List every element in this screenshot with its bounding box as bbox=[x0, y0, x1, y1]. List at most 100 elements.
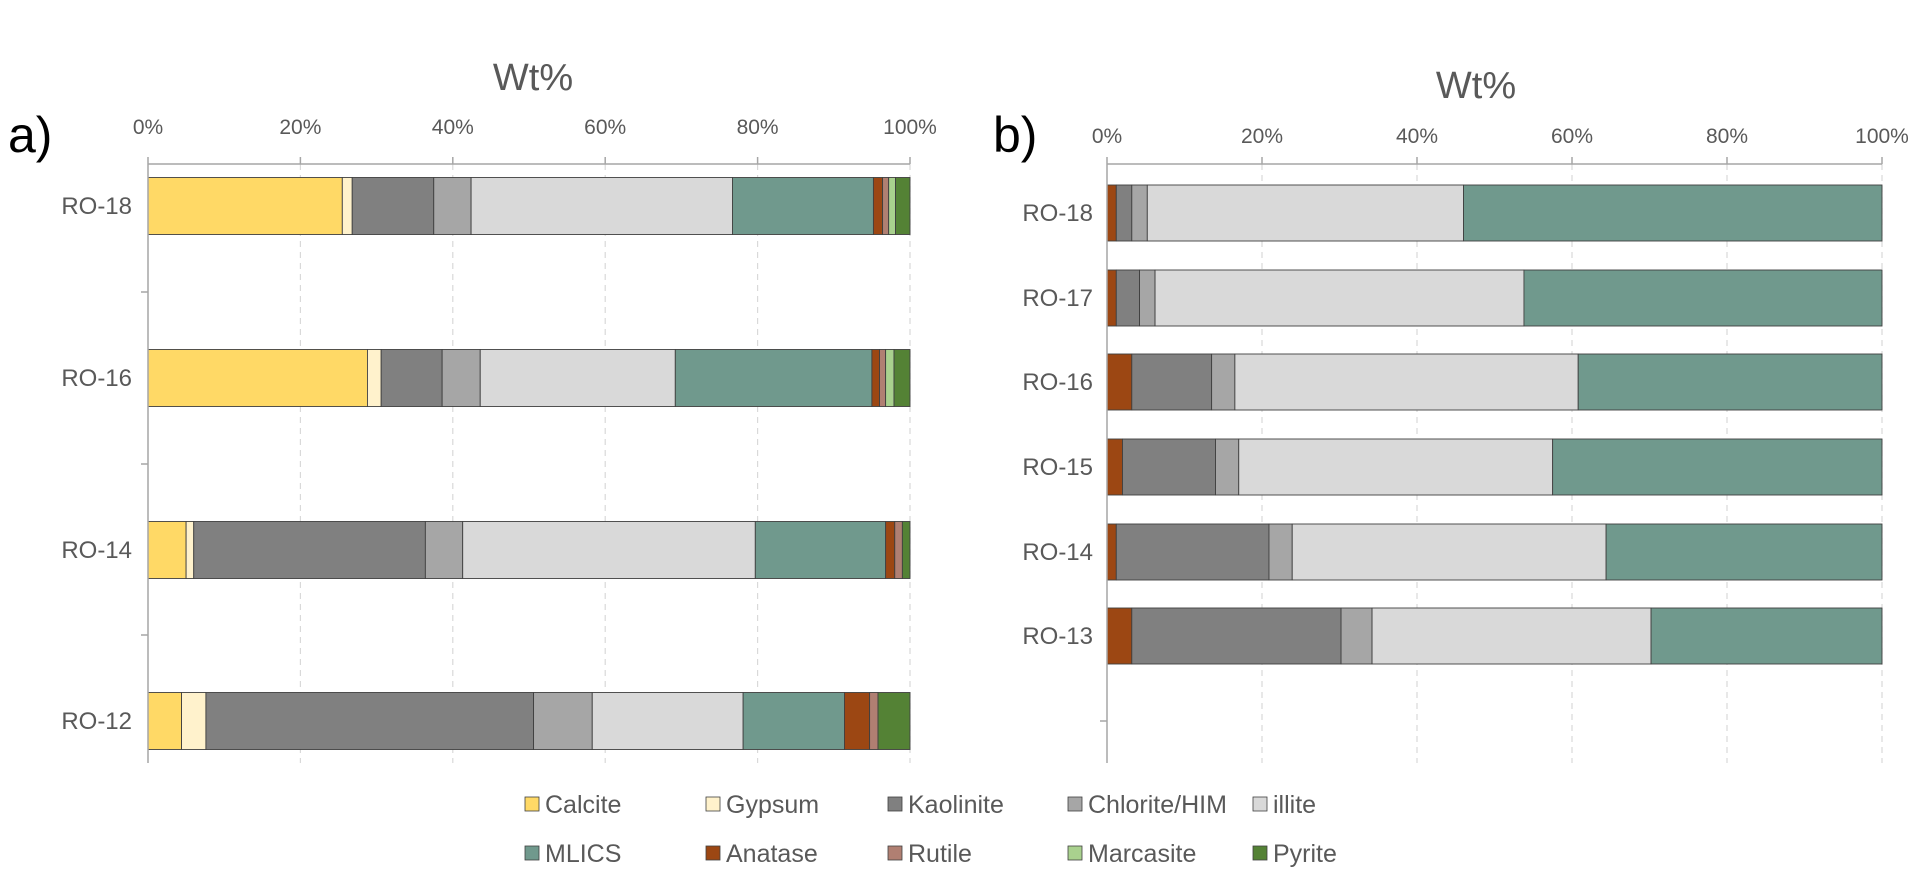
bar-segment-mlics bbox=[1463, 184, 1883, 242]
legend-label-illite: illite bbox=[1273, 791, 1316, 819]
bar-segment-mlics bbox=[1577, 353, 1883, 411]
bar-segment-chlorite-him bbox=[1131, 184, 1148, 242]
legend-label-gypsum: Gypsum bbox=[726, 791, 819, 819]
legend-swatch-rutile bbox=[887, 845, 903, 861]
bar-segment-illite bbox=[1234, 353, 1579, 411]
category-label: RO-12 bbox=[61, 708, 132, 735]
x-tick-label: 100% bbox=[1855, 125, 1908, 148]
bar-segment-marcasite bbox=[888, 177, 896, 235]
bar-segment-illite bbox=[1238, 438, 1554, 496]
bar-segment-rutile bbox=[894, 521, 903, 579]
legend-swatch-chlorite-him bbox=[1067, 796, 1083, 812]
legend-swatch-illite bbox=[1252, 796, 1268, 812]
bar-segment-rutile bbox=[869, 692, 879, 750]
bar-segment-illite bbox=[479, 349, 676, 407]
legend-swatch-mlics bbox=[524, 845, 540, 861]
bar-segment-pyrite bbox=[901, 521, 911, 579]
bar-segment-chlorite-him bbox=[1139, 269, 1156, 327]
legend-label-kaolinite: Kaolinite bbox=[908, 791, 1004, 819]
bar-segment-anatase bbox=[1106, 438, 1123, 496]
bar-segment-rutile bbox=[879, 349, 887, 407]
bar-segment-chlorite-him bbox=[424, 521, 464, 579]
bar-segment-mlics bbox=[1523, 269, 1883, 327]
legend-label-marcasite: Marcasite bbox=[1088, 840, 1196, 868]
category-label: RO-16 bbox=[61, 365, 132, 392]
bar-segment-chlorite-him bbox=[1215, 438, 1240, 496]
category-label: RO-15 bbox=[1022, 454, 1093, 481]
bar-segment-anatase bbox=[1106, 269, 1117, 327]
bar-segment-gypsum bbox=[367, 349, 382, 407]
bar-segment-marcasite bbox=[885, 349, 895, 407]
bar-segment-chlorite-him bbox=[1340, 607, 1373, 665]
bar-segment-mlics bbox=[732, 177, 874, 235]
bar-segment-pyrite bbox=[893, 349, 911, 407]
panel-b-label: b) bbox=[993, 107, 1037, 163]
bar-segment-mlics bbox=[754, 521, 887, 579]
x-tick-label: 80% bbox=[1706, 125, 1748, 148]
panel-a-label: a) bbox=[8, 107, 52, 163]
bar-segment-illite bbox=[1146, 184, 1464, 242]
x-tick-label: 0% bbox=[133, 116, 163, 139]
panel-b-chart: b) Wt% 0% 20% 40% 60% 80% 100% RO-18 RO-17 RO-16… bbox=[993, 65, 1908, 763]
x-tick-label: 80% bbox=[737, 116, 779, 139]
bar-segment-gypsum bbox=[341, 177, 353, 235]
bar-segment-rutile bbox=[882, 177, 890, 235]
legend-label-pyrite: Pyrite bbox=[1273, 840, 1337, 868]
legend-swatch-gypsum bbox=[705, 796, 721, 812]
bar-segment-chlorite-him bbox=[533, 692, 593, 750]
x-tick-label: 40% bbox=[1396, 125, 1438, 148]
category-label: RO-18 bbox=[1022, 200, 1093, 227]
bar-segment-mlics bbox=[1605, 523, 1883, 581]
category-label: RO-17 bbox=[1022, 285, 1093, 312]
bar-segment-anatase bbox=[885, 521, 896, 579]
panel-a-title: Wt% bbox=[493, 57, 573, 99]
bar-segment-chlorite-him bbox=[1268, 523, 1293, 581]
bar-segment-kaolinite bbox=[205, 692, 535, 750]
bar-segment-anatase bbox=[1106, 523, 1117, 581]
bar-segment-mlics bbox=[1552, 438, 1883, 496]
legend-label-chlorite-him: Chlorite/HIM bbox=[1088, 791, 1227, 819]
bar-segment-illite bbox=[1371, 607, 1652, 665]
bar-segment-kaolinite bbox=[193, 521, 426, 579]
category-label: RO-16 bbox=[1022, 369, 1093, 396]
legend-label-mlics: MLICS bbox=[545, 840, 621, 868]
legend: Calcite Gypsum Kaolinite Chlorite/HIM illite… bbox=[524, 791, 1337, 868]
bar-segment-calcite bbox=[147, 692, 182, 750]
category-label: RO-14 bbox=[1022, 539, 1093, 566]
bar-segment-anatase bbox=[1106, 607, 1133, 665]
bar-segment-calcite bbox=[147, 521, 187, 579]
bar-segment-anatase bbox=[1106, 353, 1133, 411]
x-tick-label: 60% bbox=[584, 116, 626, 139]
bar-segment-kaolinite bbox=[1131, 353, 1213, 411]
x-tick-label: 0% bbox=[1092, 125, 1122, 148]
bar-segment-anatase bbox=[872, 177, 884, 235]
bar-segment-kaolinite bbox=[1115, 184, 1133, 242]
bar-segment-kaolinite bbox=[1122, 438, 1216, 496]
legend-label-calcite: Calcite bbox=[545, 791, 621, 819]
legend-label-rutile: Rutile bbox=[908, 840, 972, 868]
legend-swatch-calcite bbox=[524, 796, 540, 812]
bar-segment-chlorite-him bbox=[1211, 353, 1236, 411]
panel-b-title: Wt% bbox=[1436, 65, 1516, 107]
bar-segment-gypsum bbox=[181, 692, 207, 750]
x-tick-label: 20% bbox=[279, 116, 321, 139]
bar-segment-kaolinite bbox=[1115, 523, 1270, 581]
bar-segment-anatase bbox=[871, 349, 880, 407]
bar-segment-illite bbox=[470, 177, 733, 235]
bar-segment-chlorite-him bbox=[441, 349, 481, 407]
x-tick-label: 60% bbox=[1551, 125, 1593, 148]
bar-segment-gypsum bbox=[185, 521, 195, 579]
bar-segment-pyrite bbox=[895, 177, 911, 235]
bar-segment-kaolinite bbox=[1115, 269, 1141, 327]
bar-segment-kaolinite bbox=[1131, 607, 1342, 665]
legend-swatch-anatase bbox=[705, 845, 721, 861]
bar-segment-calcite bbox=[147, 349, 368, 407]
panel-a-chart: a) Wt% 0% 20% 40% 60% 80% 100% RO-18 RO-16 RO-14… bbox=[8, 57, 937, 763]
bar-segment-anatase bbox=[844, 692, 871, 750]
legend-swatch-marcasite bbox=[1067, 845, 1083, 861]
bar-segment-mlics bbox=[674, 349, 873, 407]
bar-segment-illite bbox=[591, 692, 744, 750]
bar-segment-chlorite-him bbox=[433, 177, 472, 235]
bar-segment-illite bbox=[462, 521, 756, 579]
